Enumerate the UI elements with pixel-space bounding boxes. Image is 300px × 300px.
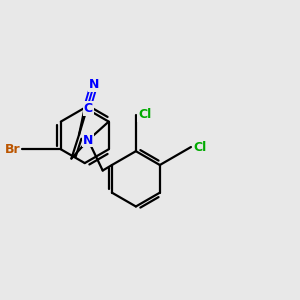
Text: Cl: Cl	[193, 140, 206, 154]
Text: C: C	[84, 102, 93, 115]
Text: N: N	[83, 134, 93, 147]
Text: N: N	[88, 78, 99, 91]
Text: Cl: Cl	[138, 108, 152, 121]
Text: Br: Br	[5, 143, 21, 156]
